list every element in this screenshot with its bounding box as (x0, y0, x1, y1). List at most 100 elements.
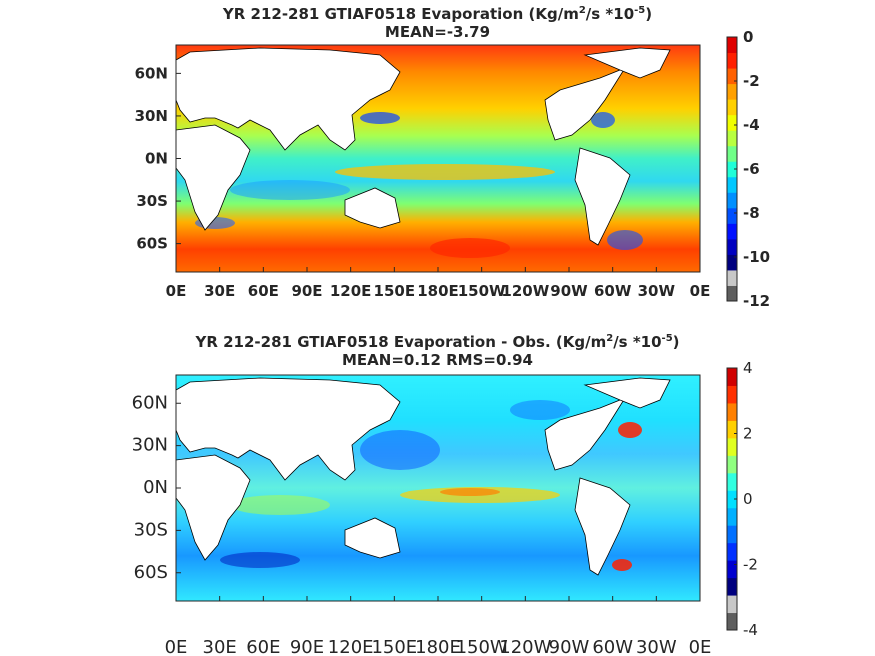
panel2-subtitle: MEAN=0.12 RMS=0.94 (342, 351, 533, 369)
lon-tick-label: 0E (690, 282, 711, 300)
colorbar-segment (727, 130, 737, 147)
colorbar-tick-label: 2 (743, 425, 753, 443)
colorbar-segment (727, 595, 737, 614)
colorbar-tick-label: 4 (743, 359, 753, 377)
colorbar-segment (727, 472, 737, 491)
colorbar-segment (727, 612, 737, 631)
lon-tick-label: 60W (592, 637, 633, 656)
colorbar-tick-label: 0 (743, 28, 753, 46)
colorbar-segment (727, 254, 737, 271)
panel1-title-mid: /s *10 (585, 5, 635, 23)
panel2-title-post: ) (672, 333, 680, 351)
panel1-title-exp1: 2 (578, 5, 586, 16)
colorbar-segment (727, 577, 737, 596)
colorbar-segment (727, 402, 737, 421)
lon-tick-label: 30W (636, 637, 677, 656)
lon-tick-label: 120W (499, 637, 551, 656)
lat-tick-label: 60N (132, 392, 168, 413)
lon-tick-label: 120E (328, 637, 374, 656)
lon-tick-label: 0E (689, 637, 712, 656)
lon-tick-label: 0E (166, 282, 187, 300)
lon-tick-label: 60E (248, 282, 279, 300)
colorbar-segment (727, 99, 737, 116)
lat-tick-label: 0N (143, 477, 168, 498)
panel2-title: YR 212-281 GTIAF0518 Evaporation - Obs. … (0, 330, 875, 351)
lon-tick-label: 0E (165, 637, 188, 656)
panel1-title-post: ) (645, 5, 653, 23)
colorbar-segment (727, 560, 737, 579)
panel2-title-mid: /s *10 (613, 333, 662, 351)
lat-tick-label: 60N (135, 64, 168, 82)
panel1-subtitle: MEAN=-3.79 (384, 23, 491, 41)
colorbar-segment (727, 437, 737, 456)
panel2-field (176, 375, 700, 601)
panel2-land (176, 377, 671, 576)
colorbar-segment (727, 542, 737, 561)
colorbar-segment (727, 420, 737, 439)
lat-tick-label: 30S (136, 192, 168, 210)
lon-tick-label: 60E (246, 637, 280, 656)
lon-tick-label: 30E (203, 637, 237, 656)
colorbar-segment (727, 525, 737, 544)
lon-tick-label: 150W (456, 637, 508, 656)
lat-tick-label: 30N (135, 107, 168, 125)
panel2-title-exp1: 2 (606, 333, 614, 344)
panel1-colorbar: 0 -2 -4 -6 -8 -10 -12 (726, 28, 770, 310)
lon-tick-label: 120E (330, 282, 372, 300)
lon-tick-label: 60W (594, 282, 632, 300)
lon-tick-label: 150E (374, 282, 416, 300)
lon-tick-label: 90E (290, 637, 324, 656)
colorbar-segment (727, 83, 737, 100)
panel1-map: 60N 30N 0N 30S 60S 0E 30E 60E 90E 120E 150E 180E15… (135, 28, 771, 310)
lon-tick-label: 180E (415, 637, 461, 656)
colorbar-segment (727, 207, 737, 224)
colorbar-segment (727, 161, 737, 178)
lat-tick-label: 30S (134, 519, 168, 540)
lon-tick-label: 180E (417, 282, 459, 300)
lat-tick-label: 0N (145, 150, 168, 168)
colorbar-segment (727, 238, 737, 255)
panel1-title-exp2: -5 (634, 5, 646, 16)
panel1-lat-ticks: 60N 30N 0N 30S 60S (135, 64, 181, 253)
colorbar-segment (727, 368, 737, 386)
lon-tick-label: 120W (501, 282, 549, 300)
colorbar-tick-label: -4 (743, 621, 758, 639)
colorbar-tick-label: -12 (743, 292, 770, 310)
colorbar-segment (727, 385, 737, 404)
panel1-title-text: YR 212-281 GTIAF0518 Evaporation (Kg/m (222, 5, 579, 23)
colorbar-segment (727, 223, 737, 240)
lon-tick-label: 30E (204, 282, 235, 300)
colorbar-segment (727, 455, 737, 474)
lon-tick-label: 90E (291, 282, 322, 300)
colorbar-tick-label: -2 (743, 72, 760, 90)
colorbar-segment (727, 269, 737, 286)
colorbar-tick-label: -8 (743, 204, 760, 222)
colorbar-segment (727, 145, 737, 162)
lon-tick-label: 90W (549, 637, 590, 656)
lat-tick-label: 60S (136, 235, 168, 253)
panel1-title: YR 212-281 GTIAF0518 Evaporation (Kg/m2/… (0, 2, 875, 23)
panel2-lat-ticks: 60N 30N 0N 30S 60S (132, 392, 181, 583)
lon-tick-label: 90W (550, 282, 588, 300)
colorbar-segment (727, 285, 737, 302)
colorbar-tick-label: -6 (743, 160, 760, 178)
lon-tick-label: 150E (371, 637, 417, 656)
panel2-colorbar: 4 2 0 -2 -4 (726, 359, 758, 639)
colorbar-segment (727, 192, 737, 209)
colorbar-segment (727, 37, 737, 54)
panel2-title-exp2: -5 (661, 333, 673, 344)
colorbar-segment (727, 507, 737, 526)
lon-tick-label: 30W (638, 282, 676, 300)
panel2-title-text: YR 212-281 GTIAF0518 Evaporation - Obs. … (195, 333, 607, 351)
lat-tick-label: 60S (134, 562, 168, 583)
colorbar-tick-label: -2 (743, 556, 758, 574)
colorbar-segment (727, 176, 737, 193)
panel1-field (176, 45, 700, 272)
colorbar-segment (727, 52, 737, 69)
lat-tick-label: 30N (132, 435, 168, 456)
colorbar-tick-label: -4 (743, 116, 760, 134)
colorbar-tick-label: -10 (743, 248, 770, 266)
